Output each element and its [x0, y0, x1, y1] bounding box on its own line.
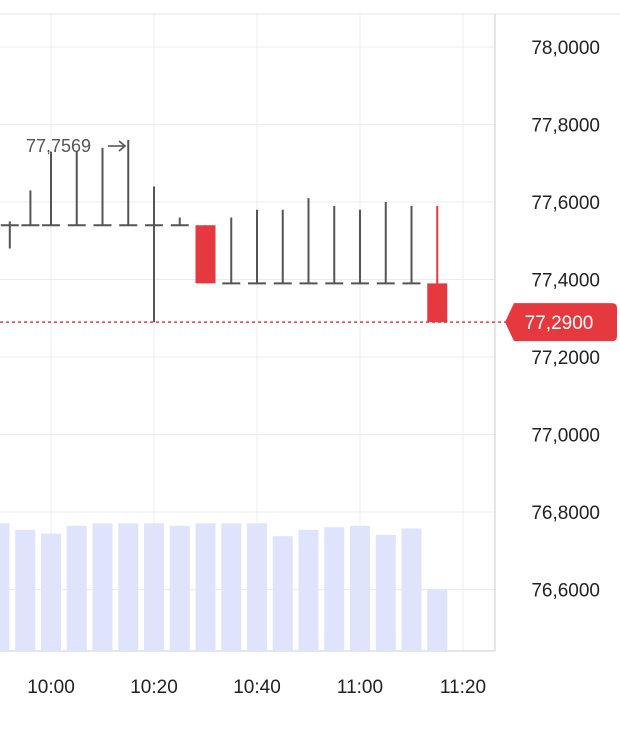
volume-bar: [169, 525, 190, 651]
candle: [325, 205, 344, 285]
volume-bar: [247, 523, 267, 651]
candle: [299, 198, 318, 285]
candle: [67, 151, 86, 227]
volume-bar: [195, 523, 216, 651]
time-tick-label: 10:20: [130, 677, 178, 698]
volume-bar: [427, 589, 448, 651]
candle: [195, 225, 216, 284]
price-tag-badge: [505, 303, 617, 342]
volume-bar: [41, 533, 61, 651]
candle: [402, 205, 421, 285]
volume-bar: [298, 529, 319, 651]
candle: [21, 190, 40, 227]
time-axis: 10:00 10:20 10:40 11:00 11:20: [27, 677, 486, 698]
candle: [42, 151, 60, 227]
last-price-value: 77,2900: [525, 313, 594, 334]
price-tick-label: 77,2000: [531, 348, 600, 369]
price-tick-label: 77,8000: [531, 116, 600, 137]
price-tick-label: 78,0000: [531, 38, 600, 59]
candle: [248, 209, 266, 285]
price-tick-label: 76,8000: [531, 503, 600, 524]
time-tick-label: 11:00: [337, 677, 383, 698]
volume-bar: [118, 523, 139, 651]
price-tick-label: 77,6000: [531, 193, 600, 214]
candle: [351, 209, 369, 285]
price-tick-label: 77,0000: [531, 426, 600, 447]
candle: [376, 202, 395, 285]
candle: [0, 221, 19, 249]
right-arrow-icon: [108, 140, 127, 152]
volume-bar: [92, 523, 113, 651]
last-price-tag: 77,2900: [505, 303, 617, 342]
candle: [119, 140, 138, 227]
price-tick-label: 76,6000: [531, 581, 600, 602]
candle: [222, 217, 241, 285]
volume-bar: [324, 527, 345, 651]
time-tick-label: 11:20: [440, 677, 486, 698]
volume-bar: [15, 529, 36, 651]
candle: [145, 186, 163, 323]
candlesticks: [0, 140, 448, 323]
candle: [93, 147, 112, 227]
volume-bar: [0, 523, 10, 651]
candle: [273, 209, 292, 285]
time-tick-label: 10:40: [233, 677, 281, 698]
volume-bar: [375, 534, 396, 651]
volume-bar: [272, 536, 293, 651]
candle: [170, 217, 189, 227]
candle-body: [427, 283, 448, 323]
volume-bar: [144, 523, 164, 651]
volume-bars: [0, 523, 448, 651]
high-annotation: 77,7569: [26, 136, 127, 156]
high-price-label: 77,7569: [26, 136, 91, 156]
volume-bar: [350, 525, 370, 651]
volume-bar: [221, 523, 242, 651]
volume-bar: [66, 525, 87, 651]
time-tick-label: 10:00: [27, 677, 75, 698]
arrow-head: [118, 140, 127, 152]
price-tick-label: 77,4000: [531, 271, 600, 292]
price-axis: 78,0000 77,8000 77,6000 77,4000 77,2000 77,00…: [531, 38, 600, 602]
candle: [427, 205, 448, 323]
candle-body: [195, 225, 216, 284]
volume-bar: [401, 528, 422, 651]
